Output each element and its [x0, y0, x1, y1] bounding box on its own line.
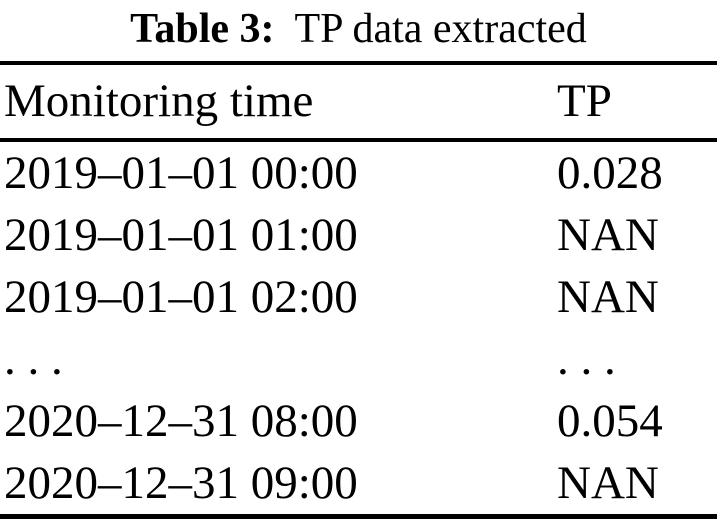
table-bottom-rule: [0, 514, 717, 519]
cell-monitoring-time: 2020–12–31 09:00: [4, 457, 358, 509]
table-row-ellipsis: . . . . . .: [0, 328, 717, 390]
cell-monitoring-time: 2019–01–01 01:00: [4, 209, 358, 261]
cell-monitoring-time: . . .: [4, 333, 63, 385]
table-header-row: Monitoring time TP: [0, 65, 717, 138]
caption-text: TP data extracted: [294, 6, 587, 52]
table-row: 2019–01–01 02:00 NAN: [0, 266, 717, 328]
col-header-monitoring-time: Monitoring time: [4, 75, 314, 127]
table-row: 2020–12–31 08:00 0.054: [0, 390, 717, 452]
col-header-tp: TP: [557, 75, 612, 127]
cell-tp-value: NAN: [557, 209, 659, 261]
cell-monitoring-time: 2019–01–01 02:00: [4, 271, 358, 323]
cell-tp-value: NAN: [557, 457, 659, 509]
cell-tp-value: . . .: [557, 333, 616, 385]
cell-tp-value: 0.028: [557, 147, 663, 199]
table-mid-rule: [0, 138, 717, 142]
table-row: 2019–01–01 01:00 NAN: [0, 204, 717, 266]
cell-monitoring-time: 2020–12–31 08:00: [4, 395, 358, 447]
cell-tp-value: 0.054: [557, 395, 663, 447]
table-top-rule: [0, 61, 717, 65]
table-caption: Table 3: TP data extracted: [0, 0, 717, 61]
table-row: 2019–01–01 00:00 0.028: [0, 142, 717, 204]
table-row: 2020–12–31 09:00 NAN: [0, 452, 717, 514]
cell-tp-value: NAN: [557, 271, 659, 323]
cell-monitoring-time: 2019–01–01 00:00: [4, 147, 358, 199]
caption-label: Table 3:: [130, 6, 275, 52]
